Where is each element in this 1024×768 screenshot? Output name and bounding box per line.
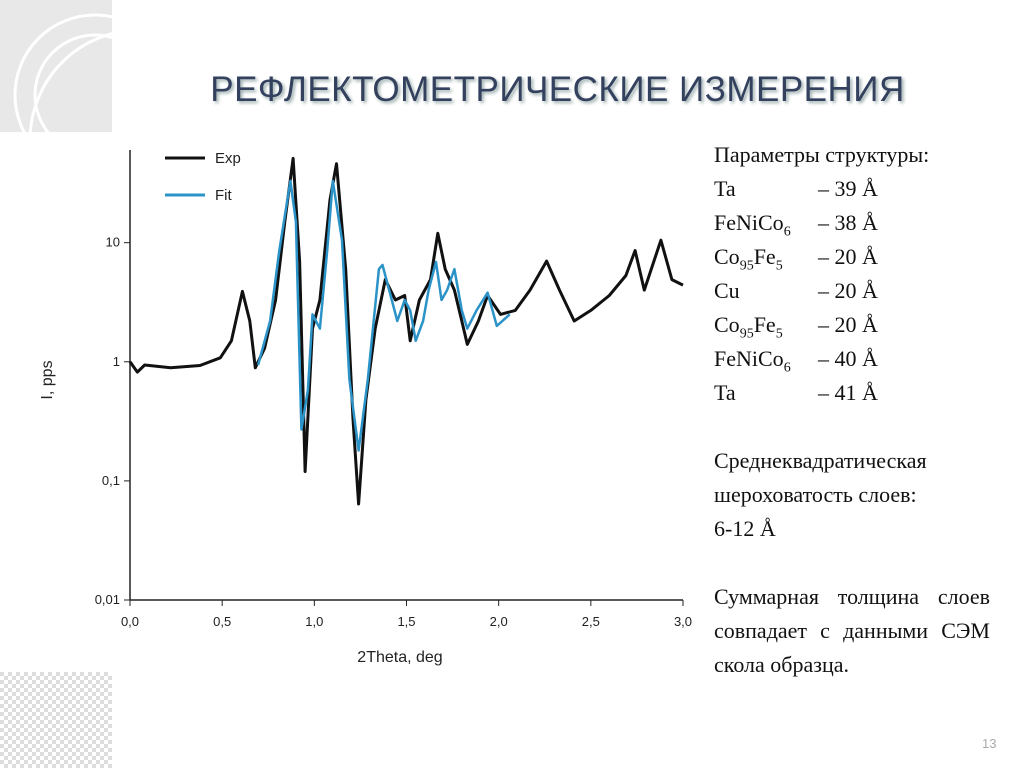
params-heading: Параметры структуры: — [714, 142, 930, 167]
layer-row: FeNiCo6– 40 Å — [714, 342, 990, 376]
layer-name: Ta — [714, 376, 818, 410]
slide-number: 13 — [982, 736, 997, 751]
chart: 2Theta, deg I, pps 0,01 0,1 1 10 0,0 0,5 1,0 1,… — [39, 150, 692, 666]
layer-row: Co95Fe5– 20 Å — [714, 308, 990, 342]
layer-name-sub: 6 — [783, 224, 791, 240]
layer-name-part: Fe — [753, 244, 776, 269]
series-line — [256, 179, 511, 452]
legend-label: Fit — [215, 187, 232, 204]
layer-name-part: FeNiCo — [714, 210, 784, 235]
y-axis-label: I, pps — [39, 360, 56, 399]
layer-name: Cu — [714, 274, 818, 308]
x-axis-label: 2Theta, deg — [357, 649, 442, 666]
layer-name-part: Ta — [714, 176, 736, 201]
conclusion-text: Суммарная толщина слоев совпадает с данн… — [714, 584, 990, 677]
layer-thickness: – 39 Å — [818, 176, 878, 201]
series-line — [128, 156, 684, 506]
x-tick-label: 3,0 — [674, 614, 692, 629]
layer-row: Co95Fe5– 20 Å — [714, 240, 990, 274]
layer-thickness: – 20 Å — [818, 278, 878, 303]
x-tick-label: 0,0 — [121, 614, 139, 629]
layer-name: Co95Fe5 — [714, 308, 818, 342]
layer-name: FeNiCo6 — [714, 206, 818, 240]
side-text: Параметры структуры: Ta – 39 Å FeNiCo6– 38 … — [714, 138, 990, 682]
layer-name-part: FeNiCo — [714, 346, 784, 371]
corner-panel — [0, 0, 112, 132]
x-tick-label: 0,5 — [213, 614, 231, 629]
layer-row: Ta – 41 Å — [714, 376, 990, 410]
layer-name-part: Co — [714, 244, 740, 269]
layer-name-part: Ta — [714, 380, 736, 405]
y-tick-label: 10 — [106, 235, 120, 250]
x-tick-label: 2,0 — [490, 614, 508, 629]
layer-name: Ta — [714, 172, 818, 206]
layer-name-sub: 5 — [775, 258, 783, 274]
spacer — [714, 410, 990, 444]
roughness-text: 6-12 Å — [714, 516, 776, 541]
layer-name: Co95Fe5 — [714, 240, 818, 274]
layer-thickness: – 40 Å — [818, 346, 878, 371]
layer-row: Cu – 20 Å — [714, 274, 990, 308]
y-tick-label: 0,1 — [102, 473, 120, 488]
corner-pattern — [0, 672, 112, 768]
layer-row: Ta – 39 Å — [714, 172, 990, 206]
slide-title: РЕФЛЕКТОМЕТРИЧЕСКИЕ ИЗМЕРЕНИЯ — [210, 70, 905, 109]
layer-name-part: Fe — [753, 312, 776, 337]
layer-name-sub: 6 — [783, 360, 791, 376]
legend-label: Exp — [215, 150, 241, 167]
x-tick-label: 1,0 — [305, 614, 323, 629]
layer-thickness: – 38 Å — [818, 210, 878, 235]
layer-thickness: – 20 Å — [818, 312, 878, 337]
layer-row: FeNiCo6– 38 Å — [714, 206, 990, 240]
x-tick-label: 1,5 — [397, 614, 415, 629]
layer-name-sub: 95 — [739, 326, 754, 342]
spacer — [714, 546, 990, 580]
x-tick-label: 2,5 — [582, 614, 600, 629]
layer-thickness: – 20 Å — [818, 244, 878, 269]
layer-name: FeNiCo6 — [714, 342, 818, 376]
roughness-text: Среднеквадратическая шероховатость слоев… — [714, 448, 927, 507]
y-tick-label: 1 — [113, 354, 120, 369]
y-tick-label: 0,01 — [95, 592, 120, 607]
layer-name-part: Co — [714, 312, 740, 337]
layer-name-sub: 5 — [775, 326, 783, 342]
layer-thickness: – 41 Å — [818, 380, 878, 405]
layer-name-part: Cu — [714, 278, 740, 303]
layer-name-sub: 95 — [739, 258, 754, 274]
